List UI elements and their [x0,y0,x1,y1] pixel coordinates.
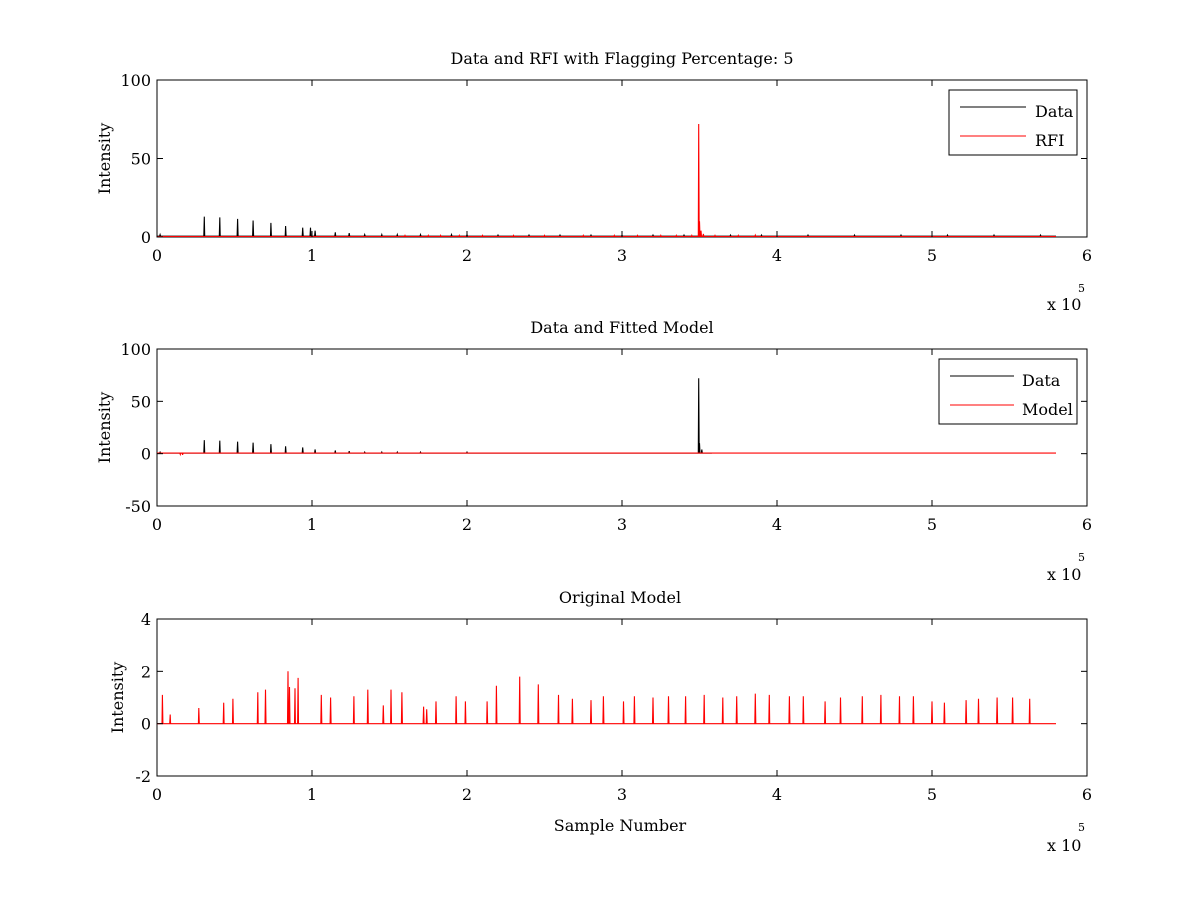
series-line-rfi [157,123,1056,238]
legend-box [948,89,1078,156]
series-line-model [157,671,1056,725]
y-tick-label: 100 [120,340,151,359]
y-tick-label: 0 [141,715,151,734]
x-multiplier-exponent: 5 [1078,551,1085,564]
y-tick-label: 2 [141,662,151,681]
chart-title: Data and RFI with Flagging Percentage: 5 [450,49,793,68]
x-multiplier-base: x 10 [1047,836,1081,855]
x-tick-label: 0 [152,246,162,265]
legend-label-data: Data [1035,102,1074,121]
x-tick-label: 1 [307,246,317,265]
x-tick-label: 5 [927,515,937,534]
x-tick-label: 5 [927,246,937,265]
x-tick-label: 1 [307,785,317,804]
y-tick-label: 0 [141,445,151,464]
y-tick-label: -50 [125,497,151,516]
x-tick-label: 4 [772,515,782,534]
x-tick-label: 0 [152,785,162,804]
x-tick-label: 1 [307,515,317,534]
x-tick-label: 4 [772,785,782,804]
x-tick-label: 6 [1082,246,1092,265]
plot-area [157,378,1056,457]
plot-area [157,123,1056,238]
y-tick-label: 100 [120,71,151,90]
axes-box [156,348,1088,507]
x-tick-label: 6 [1082,785,1092,804]
legend-label-model: Model [1022,400,1073,419]
axes-box [156,618,1088,777]
x-multiplier-base: x 10 [1047,295,1081,314]
ticks: 0 1 2 3 4 5 6 0 50 100 [120,71,1092,265]
legend-label-rfi: RFI [1035,131,1064,150]
y-axis-label: Intensity [108,662,127,734]
x-tick-label: 2 [462,515,472,534]
y-tick-label: 50 [131,150,151,169]
x-multiplier-exponent: 5 [1078,821,1085,834]
y-tick-label: -2 [135,767,151,786]
plot-area [157,671,1056,725]
x-tick-label: 3 [617,785,627,804]
legend-label-data: Data [1022,371,1061,390]
panel-rfi: 0 1 2 3 4 5 6 0 50 100 Data and RFI with Flagging… [95,49,1092,314]
legend-box [938,358,1078,425]
y-tick-label: 4 [141,610,151,629]
x-multiplier-base: x 10 [1047,565,1081,584]
legend: Data Model [938,358,1078,425]
series-line-data [157,216,1056,237]
x-tick-label: 2 [462,785,472,804]
x-axis-label: Sample Number [554,816,687,835]
x-tick-label: 4 [772,246,782,265]
x-multiplier-exponent: 5 [1078,282,1085,295]
axes-box [156,79,1088,238]
x-tick-label: 3 [617,515,627,534]
y-tick-label: 50 [131,392,151,411]
y-axis-label: Intensity [95,123,114,195]
series-line-model [157,452,1056,457]
y-axis-label: Intensity [95,392,114,464]
x-tick-label: 2 [462,246,472,265]
x-tick-label: 5 [927,785,937,804]
x-tick-label: 0 [152,515,162,534]
y-tick-label: 0 [141,228,151,247]
x-tick-label: 3 [617,246,627,265]
chart-title: Original Model [559,588,681,607]
x-tick-label: 6 [1082,515,1092,534]
chart-title: Data and Fitted Model [530,318,713,337]
legend: Data RFI [948,89,1078,156]
